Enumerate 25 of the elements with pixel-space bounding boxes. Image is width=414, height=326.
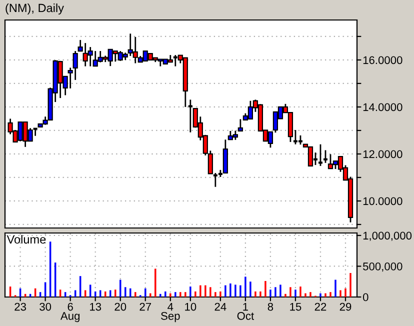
x-tick-label: 4 Sep — [161, 302, 180, 322]
y-tick-label: 10.0000 — [363, 197, 402, 206]
y-tick-label: 1,000,000 — [363, 232, 412, 241]
x-tick-label: 29 — [340, 302, 352, 311]
x-tick-label: 23 — [14, 302, 26, 311]
x-tick-label: 10 — [185, 302, 196, 311]
x-tick-label: 24 — [214, 302, 226, 311]
y-tick-label: 0 — [362, 293, 368, 302]
x-tick-label: 1 Oct — [237, 302, 254, 320]
y-tick-label: 500,000 — [363, 262, 402, 272]
candlestick — [238, 118, 243, 132]
x-tick-label: 27 — [140, 302, 151, 311]
x-tick-label: 13 — [90, 302, 102, 311]
y-tick-label: 12.0000 — [363, 150, 402, 158]
chart-title: (NM), Daily — [6, 4, 64, 14]
x-tick-label: 15 — [290, 302, 302, 311]
x-tick-label: 20 — [114, 302, 126, 311]
candlestick — [222, 138, 228, 174]
x-tick-label: 8 — [268, 302, 274, 311]
x-tick-label: 22 — [314, 302, 326, 311]
y-tick-label: 16.0000 — [363, 56, 402, 64]
chart-title: Volume — [6, 234, 46, 244]
x-tick-label: 30 — [40, 302, 52, 311]
x-tick-label: 6 Aug — [60, 302, 80, 322]
y-tick-label: 14.0000 — [363, 103, 402, 112]
